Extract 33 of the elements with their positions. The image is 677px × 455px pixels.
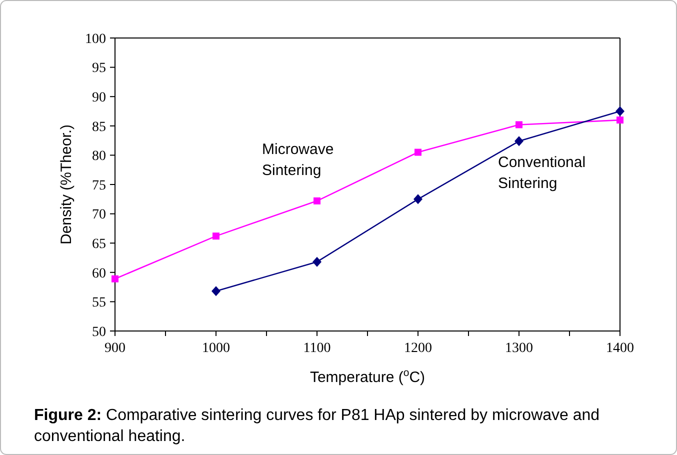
y-tick-label: 70 (92, 208, 106, 223)
y-tick-label: 55 (92, 296, 106, 311)
point (212, 232, 220, 240)
caption: Figure 2: Comparative sintering curves for P81 HAp sintered by microwave and conventional heating. (34, 407, 600, 445)
y-tick-label: 65 (92, 237, 106, 252)
point (312, 256, 322, 267)
x-tick-label: 1200 (404, 341, 432, 356)
y-tick-label: 100 (85, 32, 106, 47)
y-tick-label: 80 (92, 149, 106, 164)
y-tick-label: 95 (92, 61, 106, 76)
x-tick-label: 1100 (303, 341, 331, 356)
x-tick-label: 1400 (606, 341, 634, 356)
point (314, 197, 320, 204)
x-tick-label: 1300 (505, 341, 533, 356)
point (516, 121, 522, 128)
x-tick-label: 1000 (202, 341, 230, 356)
series-label: Conventional Sintering (498, 154, 586, 192)
point (616, 116, 624, 124)
x-tick-label: 900 (104, 341, 126, 356)
y-tick-label: 50 (92, 324, 106, 340)
point (212, 286, 220, 296)
point (414, 194, 422, 204)
y-axis-title: Density (%Theor.) (58, 124, 75, 245)
y-tick-label: 85 (92, 120, 106, 135)
point (112, 275, 118, 282)
y-tick-label: 90 (92, 90, 106, 106)
y-tick-label: 60 (92, 266, 106, 282)
y-tick-label: 75 (92, 178, 106, 194)
point (414, 148, 422, 156)
series-label: Microwave Sintering (262, 140, 334, 179)
point (514, 136, 524, 146)
point (616, 106, 624, 116)
x-axis-title: Temperature ($^{o}$C) (310, 367, 426, 386)
